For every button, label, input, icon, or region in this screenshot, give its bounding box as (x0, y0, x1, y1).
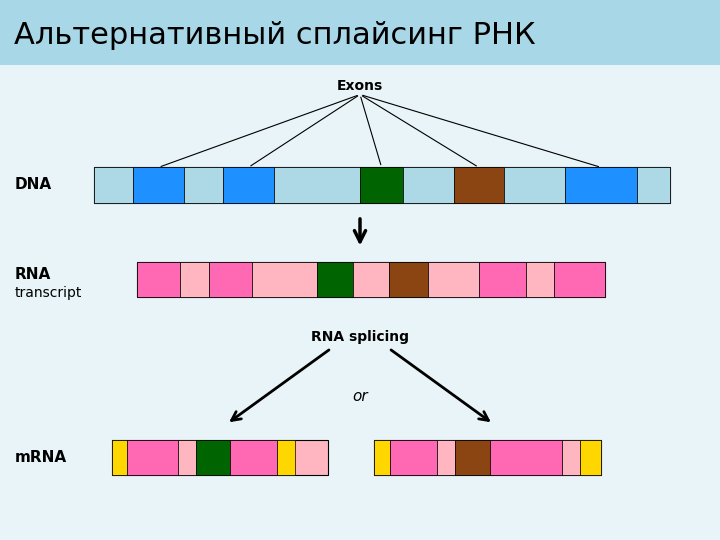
Bar (374, 440, 601, 475)
Bar (274, 167, 360, 202)
Bar (637, 167, 670, 202)
Bar (196, 440, 230, 475)
Bar (565, 167, 637, 202)
Text: Exons: Exons (337, 79, 383, 93)
Bar (94, 167, 133, 202)
Bar (428, 262, 479, 297)
Text: RNA splicing: RNA splicing (311, 330, 409, 345)
Text: DNA: DNA (14, 178, 52, 192)
Bar (554, 262, 605, 297)
Bar (277, 440, 295, 475)
Bar (526, 262, 554, 297)
FancyBboxPatch shape (0, 0, 720, 65)
Bar (127, 440, 178, 475)
Bar (317, 262, 353, 297)
Bar (137, 262, 605, 297)
Bar (223, 167, 274, 202)
Bar (252, 262, 317, 297)
Text: or: or (352, 389, 368, 404)
Text: RNA: RNA (14, 267, 50, 281)
Bar (562, 440, 580, 475)
Bar (209, 262, 252, 297)
Bar (490, 440, 562, 475)
Bar (94, 167, 670, 202)
Bar (133, 167, 184, 202)
Bar (454, 167, 504, 202)
Bar (112, 440, 127, 475)
Bar (455, 440, 490, 475)
Text: transcript: transcript (14, 286, 82, 300)
Bar (389, 262, 428, 297)
Bar (360, 167, 403, 202)
Bar (178, 440, 196, 475)
Bar (374, 440, 390, 475)
Bar (184, 167, 223, 202)
Bar (437, 440, 455, 475)
Bar (230, 440, 277, 475)
Bar (580, 440, 601, 475)
Bar (504, 167, 565, 202)
Text: Альтернативный сплайсинг РНК: Альтернативный сплайсинг РНК (14, 21, 536, 50)
Bar (479, 262, 526, 297)
Bar (112, 440, 328, 475)
Bar (403, 167, 454, 202)
Bar (137, 262, 180, 297)
Bar (180, 262, 209, 297)
Text: mRNA: mRNA (14, 450, 66, 465)
Bar (353, 262, 389, 297)
Bar (390, 440, 437, 475)
